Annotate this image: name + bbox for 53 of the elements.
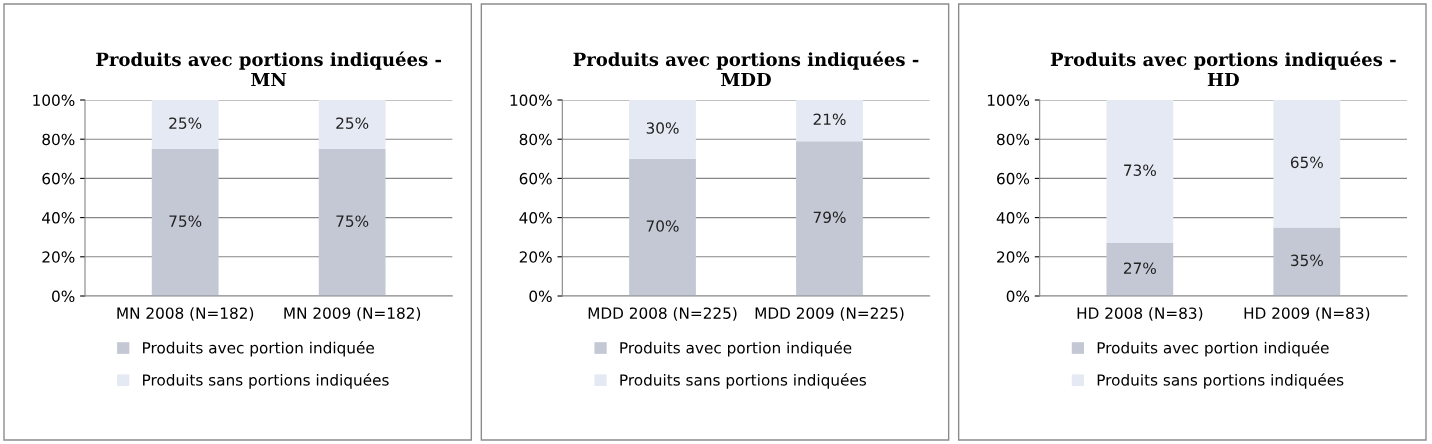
bar (629, 100, 696, 159)
data-label: 25% (336, 117, 369, 129)
bar (1106, 243, 1174, 296)
x-tick-label: MN 2009 (N=182) (284, 307, 421, 321)
data-label: 35% (1291, 254, 1323, 267)
data-label: 25% (169, 117, 202, 129)
y-tick-label: 80% (519, 133, 552, 146)
data-label: 30% (646, 122, 679, 134)
data-label: 79% (813, 211, 846, 224)
bar (1273, 227, 1341, 296)
data-label: 27% (1123, 262, 1156, 274)
data-label: 70% (646, 220, 679, 232)
y-tick-label: 100% (510, 94, 552, 107)
y-tick-label: 80% (997, 133, 1030, 146)
bar (1106, 100, 1174, 244)
legend-label: Produits avec portion indiquée (620, 341, 852, 357)
x-tick-label: HD 2009 (N=83) (1244, 307, 1370, 321)
y-tick-label: 40% (42, 212, 75, 224)
y-tick-label: 20% (42, 251, 75, 263)
bar (796, 100, 863, 142)
y-tick-label: 0% (52, 290, 75, 303)
legend-label: Produits sans portions indiquées (143, 373, 389, 389)
legend-label: Produits sans portions indiquées (1097, 373, 1344, 389)
data-label: 75% (169, 215, 202, 227)
chart-title: Produits avec portions indiquées - MDD (573, 51, 919, 87)
x-tick-label: MN 2008 (N=182) (117, 307, 254, 321)
y-tick-label: 20% (519, 251, 552, 263)
bar (1273, 100, 1341, 228)
chart-title: Produits avec portions indiquées - MN (96, 51, 442, 87)
legend-label: Produits avec portion indiquée (143, 341, 374, 357)
y-tick-label: 0% (1006, 290, 1030, 303)
x-tick-label: HD 2008 (N=83) (1077, 307, 1203, 321)
data-label: 75% (336, 215, 369, 227)
bar (629, 158, 696, 296)
y-tick-label: 60% (42, 172, 75, 185)
y-tick-label: 60% (997, 172, 1030, 185)
data-label: 73% (1124, 164, 1156, 176)
x-tick-label: MDD 2008 (N=225) (588, 307, 737, 321)
data-label: 65% (1290, 156, 1323, 169)
legend-label: Produits avec portion indiquée (1097, 341, 1329, 357)
y-tick-label: 100% (33, 94, 75, 107)
y-tick-label: 40% (519, 212, 552, 224)
bar (796, 141, 863, 296)
data-label: 21% (813, 113, 846, 126)
chart-title: Produits avec portions indiquées - HD (1050, 51, 1396, 87)
y-tick-label: 60% (519, 172, 552, 185)
x-tick-label: MDD 2009 (N=225) (755, 307, 904, 321)
y-tick-label: 0% (529, 290, 552, 303)
y-tick-label: 40% (996, 212, 1030, 224)
y-tick-label: 100% (987, 94, 1030, 107)
legend-label: Produits sans portions indiquées (620, 373, 867, 389)
y-tick-label: 20% (997, 251, 1030, 263)
y-tick-label: 80% (42, 133, 75, 146)
